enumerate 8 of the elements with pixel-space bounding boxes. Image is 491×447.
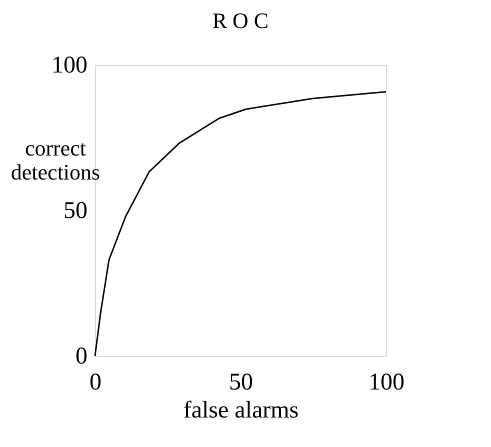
x-axis-title: false alarms [183,398,299,424]
x-tick-label: 100 [368,370,404,396]
y-tick-label: 100 [52,52,88,78]
x-tick-label: 50 [229,370,253,396]
y-tick-label: 0 [76,344,88,370]
y-tick-label: 50 [64,198,88,224]
chart-title: R O C [212,8,269,33]
y-axis-title: correct detections [10,136,100,184]
